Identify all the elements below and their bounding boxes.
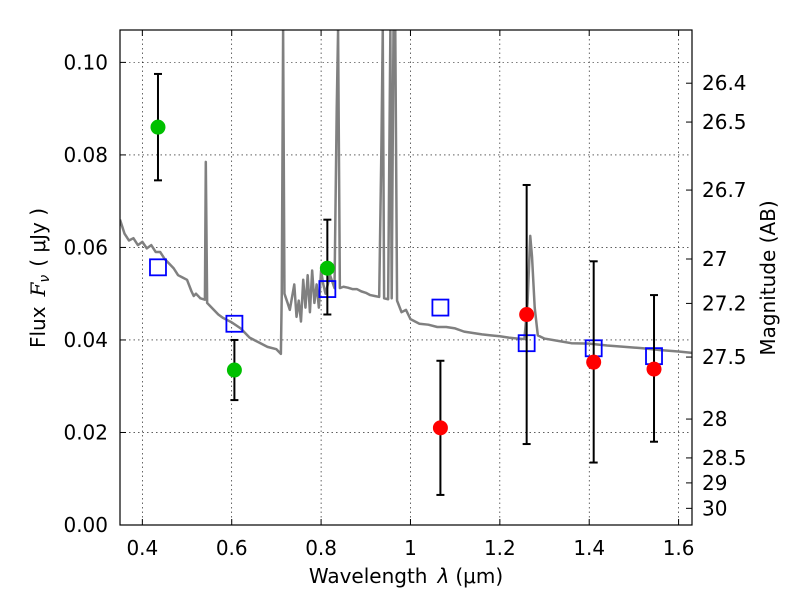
x-tick-label: 1 xyxy=(404,536,417,560)
y-tick-label: 0.02 xyxy=(63,420,108,444)
data-point xyxy=(519,307,535,323)
x-axis-label-unit: (μm) xyxy=(455,564,503,588)
y-tick-label: 0.08 xyxy=(63,143,108,167)
model-point xyxy=(149,258,167,277)
mag-tick-label: 26.5 xyxy=(702,110,747,134)
y-axis-label-symbol: F xyxy=(26,281,50,297)
model-point xyxy=(225,314,244,333)
x-tick-label: 1.4 xyxy=(573,536,605,560)
x-axis-label-symbol: λ xyxy=(437,564,450,588)
x-tick-label: 0.8 xyxy=(305,536,337,560)
y2-axis-label: Magnitude (AB) xyxy=(756,200,780,355)
mag-tick-label: 29 xyxy=(702,471,727,495)
data-point xyxy=(226,362,242,378)
y-axis-label-sub: ν xyxy=(37,275,53,283)
mag-tick-label: 30 xyxy=(702,496,727,520)
mag-tick-label: 27 xyxy=(702,247,727,271)
x-tick-label: 0.6 xyxy=(216,536,248,560)
sed-model-layer xyxy=(120,30,692,356)
data-point xyxy=(319,260,335,276)
x-tick-label: 1.6 xyxy=(663,536,695,560)
model-point xyxy=(431,298,450,317)
y-tick-label: 0.06 xyxy=(63,235,108,259)
markers-layer xyxy=(149,72,663,496)
ticks: 0.4 0.6 0.8 1 1.2 1.4 1.6 0.00 0.02 0.04 0.06 0.08 0… xyxy=(63,30,747,560)
plot-frame xyxy=(119,29,693,526)
mag-tick-label: 26.4 xyxy=(702,71,747,95)
y-axis-label-unit: ( μJy ) xyxy=(26,208,50,267)
data-point xyxy=(586,354,602,370)
y-axis-label: Flux Fν ( μJy ) xyxy=(26,208,53,348)
x-axis-label-text: Wavelength xyxy=(309,564,428,588)
y-tick-label: 0.00 xyxy=(63,513,108,537)
mag-tick-label: 26.7 xyxy=(702,178,747,202)
mag-tick-label: 27.2 xyxy=(702,291,747,315)
data-point xyxy=(646,361,662,377)
y-tick-label: 0.10 xyxy=(63,50,108,74)
mag-tick-label: 28 xyxy=(702,407,727,431)
data-point xyxy=(150,119,166,135)
sed-model-line xyxy=(120,30,692,356)
data-point xyxy=(432,420,448,436)
x-tick-label: 1.2 xyxy=(484,536,516,560)
y-axis-label-text: Flux xyxy=(26,306,50,348)
x-tick-label: 0.4 xyxy=(126,536,158,560)
y-tick-label: 0.04 xyxy=(63,328,108,352)
mag-tick-label: 28.5 xyxy=(702,446,747,470)
plot-area xyxy=(120,30,692,525)
x-axis-label: Wavelength λ (μm) xyxy=(309,564,503,588)
mag-tick-label: 27.5 xyxy=(702,345,747,369)
